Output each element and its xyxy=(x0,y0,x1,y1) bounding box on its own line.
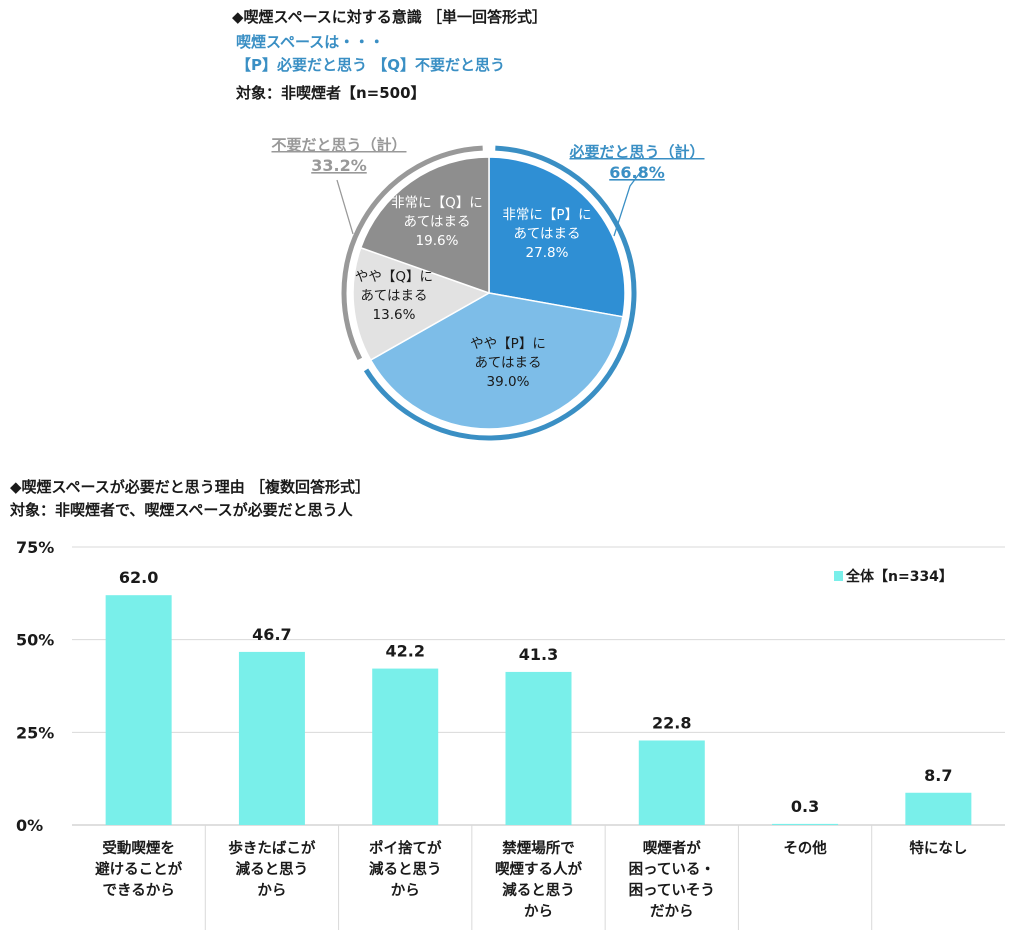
bar-value-label: 62.0 xyxy=(119,568,158,587)
bar-value-label: 8.7 xyxy=(924,766,952,785)
pie-question-text: 喫煙スペースは・・・ xyxy=(236,33,385,51)
bar xyxy=(772,823,839,825)
bar-value-label: 42.2 xyxy=(385,642,424,661)
bar-value-label: 0.3 xyxy=(791,797,819,816)
pie-options-text: 【P】必要だと思う 【Q】不要だと思う xyxy=(236,56,505,74)
pie-slice-labels: 非常に【P】にあてはまる 27.8% やや【P】にあてはまる 39.0% やや【Q】にあ… xyxy=(355,195,592,390)
bar-category-label: 歩きたばこが減ると思うから xyxy=(228,839,315,899)
pie-slice-label: やや【Q】にあてはまる 13.6% xyxy=(355,269,433,323)
pie-leader-lines xyxy=(336,169,643,237)
bar-legend: 全体【n=334】 xyxy=(834,568,953,585)
pie-chart: 非常に【P】にあてはまる 27.8% やや【P】にあてはまる 39.0% やや【Q】にあ… xyxy=(271,136,705,441)
bar-y-tick-label: 25% xyxy=(16,723,54,742)
bar-target-text: 対象：非喫煙者で、喫煙スペースが必要だと思う人 xyxy=(10,501,353,519)
pie-slice-label: やや【P】にあてはまる 39.0% xyxy=(470,336,546,390)
bar-category-label: 禁煙場所で喫煙する人が減ると思うから xyxy=(495,839,582,920)
pie-slice xyxy=(488,156,626,318)
bar-value-label: 22.8 xyxy=(652,713,691,732)
pie-slice-label: 非常に【P】にあてはまる 27.8% xyxy=(502,207,591,261)
bar-y-tick-label: 75% xyxy=(16,538,54,557)
bar-bars xyxy=(105,595,972,825)
bar xyxy=(372,668,439,825)
pie-target-text: 対象：非喫煙者【n=500】 xyxy=(236,84,426,102)
bar xyxy=(505,671,572,825)
pie-slice xyxy=(369,292,624,430)
pie-slice-label: 非常に【Q】にあてはまる 19.6% xyxy=(391,195,483,249)
pie-group-rings xyxy=(341,145,637,441)
pie-leader-necessary xyxy=(613,169,643,237)
pie-ring-unnecessary xyxy=(341,145,483,361)
bar-value-labels: 62.0 46.7 42.2 41.3 22.8 0.3 8.7 xyxy=(119,568,953,816)
bar xyxy=(105,595,172,825)
bar-legend-swatch xyxy=(834,571,843,581)
pie-chart-title: ◆喫煙スペースに対する意識 ［単一回答形式］ xyxy=(232,8,547,26)
bar-category-label: 受動喫煙を避けることができるから xyxy=(95,839,182,899)
bar-category-label: その他 xyxy=(783,839,827,857)
pie-slices xyxy=(352,156,626,430)
bar-value-label: 41.3 xyxy=(519,645,558,664)
pie-group-value: 33.2% xyxy=(311,156,367,175)
bar-y-tick-labels: 0% 25% 50% 75% xyxy=(16,538,54,835)
pie-group-label: 不要だと思う（計） xyxy=(271,136,406,154)
bar-category-label: ポイ捨てが減ると思うから xyxy=(369,839,442,899)
bar xyxy=(638,740,705,825)
bar-value-label: 46.7 xyxy=(252,625,291,644)
bar xyxy=(238,651,305,825)
bar-category-label: 喫煙者が困っている・困っていそうだから xyxy=(629,839,715,920)
pie-leader-unnecessary xyxy=(336,179,354,235)
pie-slice xyxy=(352,246,491,362)
bar-category-label: 特になし xyxy=(909,839,967,857)
bar-legend-label: 全体【n=334】 xyxy=(845,568,953,585)
pie-group-label: 必要だと思う（計） xyxy=(568,143,704,161)
bar xyxy=(905,792,972,825)
bar-chart-title: ◆喫煙スペースが必要だと思う理由 ［複数回答形式］ xyxy=(10,478,370,496)
bar-category-labels: 受動喫煙を避けることができるから歩きたばこが減ると思うからポイ捨てが減ると思うか… xyxy=(95,839,967,920)
pie-slice xyxy=(359,156,490,295)
pie-ring-necessary xyxy=(363,145,637,441)
pie-group-labels: 必要だと思う（計） 66.8% 不要だと思う（計） 33.2% xyxy=(271,136,704,182)
pie-group-value: 66.8% xyxy=(609,163,665,182)
bar-y-tick-label: 0% xyxy=(16,816,43,835)
bar-y-tick-label: 50% xyxy=(16,631,54,650)
